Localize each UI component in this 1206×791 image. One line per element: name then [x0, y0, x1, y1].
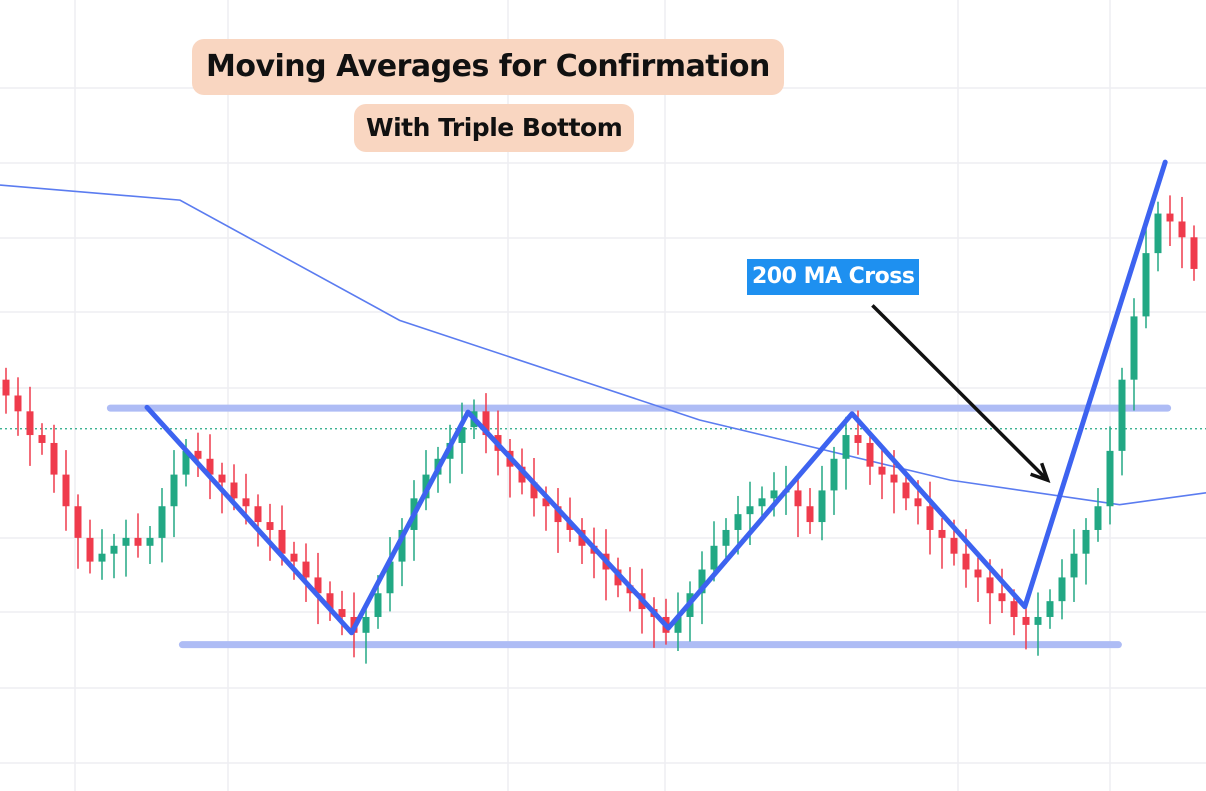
- candle-bearish: [878, 466, 886, 475]
- ma-line: [0, 184, 1206, 506]
- candle-bearish: [266, 522, 274, 530]
- candle-bearish: [338, 609, 346, 617]
- candle-bearish: [194, 450, 202, 459]
- candle-bullish: [734, 514, 742, 530]
- candle-bullish: [362, 616, 370, 633]
- candle-bullish: [146, 537, 154, 546]
- annotation-arrow: [871, 304, 1051, 483]
- candle-bullish: [1034, 616, 1042, 625]
- arrow-head-icon: [1030, 462, 1051, 483]
- candle-bearish: [554, 506, 562, 523]
- candle-bearish: [26, 411, 34, 436]
- candle-bearish: [1178, 221, 1186, 238]
- candle-bearish: [794, 490, 802, 507]
- candle-bearish: [926, 506, 934, 530]
- candle-bullish: [182, 450, 190, 475]
- candle-bearish: [2, 379, 10, 396]
- candle-bullish: [710, 545, 718, 570]
- candle-bearish: [962, 553, 970, 570]
- candle-bearish: [326, 593, 334, 610]
- candle-bearish: [938, 529, 946, 538]
- candle-bullish: [758, 498, 766, 507]
- candle-bearish: [518, 466, 526, 483]
- support-resistance-levels: [0, 404, 1206, 649]
- candle-bearish: [530, 482, 538, 499]
- candle-bullish: [830, 458, 838, 491]
- candle-bullish: [1106, 450, 1114, 507]
- candle-bearish: [74, 506, 82, 538]
- candle-bullish: [1094, 506, 1102, 530]
- annotation-label: 200 MA Cross: [747, 259, 920, 295]
- candle-bearish: [302, 561, 310, 578]
- candle-bullish: [170, 474, 178, 507]
- candle-bearish: [314, 577, 322, 594]
- chart-subtitle: With Triple Bottom: [354, 104, 635, 152]
- candle-bearish: [38, 435, 46, 443]
- chart-title: Moving Averages for Confirmation: [192, 39, 784, 95]
- candle-bearish: [1010, 601, 1018, 617]
- candle-bearish: [134, 537, 142, 546]
- candle-bearish: [902, 482, 910, 499]
- candle-bearish: [986, 577, 994, 594]
- candle-bullish: [110, 545, 118, 554]
- arrow-shaft: [871, 304, 1049, 482]
- candle-bearish: [230, 482, 238, 499]
- candle-bearish: [482, 411, 490, 436]
- candle-bearish: [254, 506, 262, 523]
- candle-bullish: [1118, 379, 1126, 451]
- candle-bullish: [1046, 601, 1054, 617]
- candle-bullish: [458, 427, 466, 443]
- candle-bullish: [158, 506, 166, 538]
- candle-bullish: [386, 561, 394, 594]
- candle-bearish: [854, 435, 862, 443]
- candle-bearish: [50, 442, 58, 475]
- candle-bearish: [86, 537, 94, 562]
- candle-bearish: [218, 474, 226, 483]
- candle-bearish: [242, 498, 250, 507]
- candle-bullish: [122, 537, 130, 546]
- candle-bullish: [398, 529, 406, 562]
- candle-bearish: [290, 553, 298, 562]
- candle-bearish: [806, 506, 814, 523]
- candle-bullish: [374, 593, 382, 617]
- triple-bottom-pattern: [144, 159, 1168, 636]
- candle-bullish: [842, 435, 850, 459]
- candle-bullish: [1130, 316, 1138, 380]
- candle-bullish: [1070, 553, 1078, 578]
- candle-bullish: [98, 553, 106, 562]
- candle-bearish: [542, 498, 550, 507]
- candle-bullish: [1154, 213, 1162, 254]
- candle-bearish: [14, 395, 22, 412]
- candle-bullish: [818, 490, 826, 523]
- candle-bearish: [614, 569, 622, 586]
- candle-bullish: [770, 490, 778, 499]
- candle-bearish: [62, 474, 70, 507]
- candle-bearish: [206, 458, 214, 475]
- candles: [2, 195, 1198, 664]
- zigzag-line: [144, 159, 1168, 636]
- candle-bearish: [914, 498, 922, 507]
- candle-bearish: [950, 537, 958, 554]
- candle-bearish: [866, 442, 874, 467]
- candle-bullish: [746, 506, 754, 515]
- candle-bearish: [974, 569, 982, 578]
- candle-bearish: [1166, 213, 1174, 222]
- candle-bearish: [1190, 237, 1198, 269]
- candle-bearish: [278, 529, 286, 554]
- candle-bearish: [1022, 616, 1030, 625]
- candle-bullish: [674, 616, 682, 633]
- candle-bullish: [722, 529, 730, 546]
- candle-bearish: [566, 522, 574, 530]
- candle-bullish: [698, 569, 706, 594]
- candle-bullish: [1082, 529, 1090, 554]
- candle-bearish: [998, 593, 1006, 602]
- candle-bullish: [1142, 253, 1150, 317]
- candle-bearish: [890, 474, 898, 483]
- moving-average: [0, 184, 1206, 506]
- candle-bullish: [1058, 577, 1066, 602]
